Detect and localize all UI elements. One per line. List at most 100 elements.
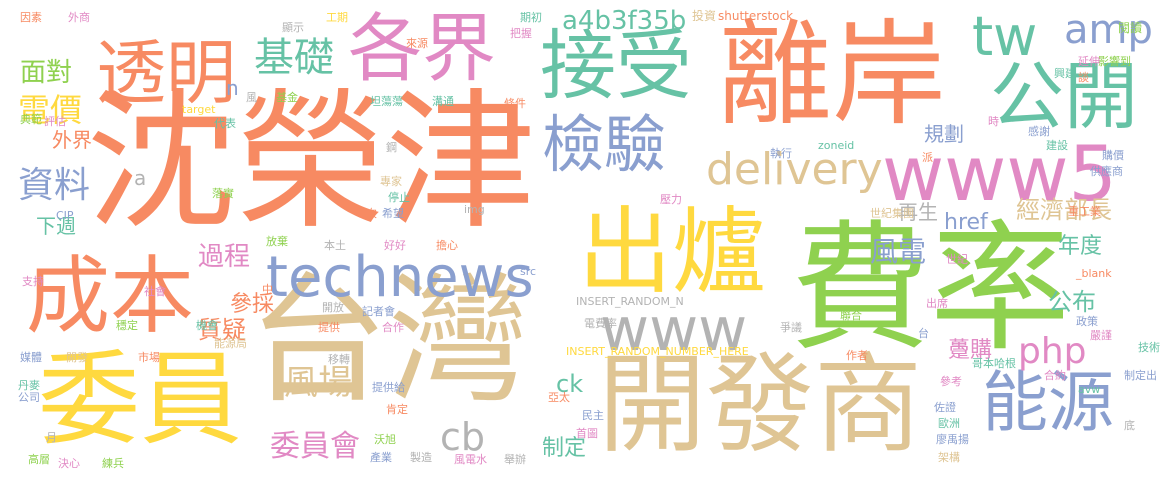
word-rate: 費率 bbox=[790, 208, 1071, 371]
word-joint: 聯合 bbox=[840, 309, 862, 322]
word-php: php bbox=[1018, 331, 1087, 372]
word-href: href bbox=[944, 210, 988, 235]
word-orsted: 沃旭 bbox=[374, 433, 396, 446]
word-src: src bbox=[520, 265, 537, 278]
word-year: 年度 bbox=[1058, 234, 1103, 259]
word-all-sectors: 各界 bbox=[348, 6, 496, 92]
word-transparent: 透明 bbox=[96, 32, 236, 114]
word-affect: 影響到 bbox=[1098, 55, 1131, 68]
word-fund: 基金 bbox=[276, 91, 298, 104]
word-a4b3f35b: a4b3f35b bbox=[562, 6, 687, 36]
word-expert: 專家 bbox=[380, 175, 402, 188]
word-adopt: 參採 bbox=[230, 292, 275, 317]
word-delivery: delivery bbox=[706, 144, 883, 195]
word-communicate: 溝通 bbox=[432, 95, 454, 108]
word-wind: 風 bbox=[246, 91, 257, 104]
word-copenhagen: 哥本哈根 bbox=[972, 357, 1016, 370]
word-dispatch: 派 bbox=[922, 151, 933, 164]
word-open: 開放 bbox=[322, 301, 344, 314]
word-training: 練兵 bbox=[102, 457, 124, 470]
word-support: 支持 bbox=[22, 275, 44, 288]
word-question: 質疑 bbox=[198, 316, 246, 344]
word-century-group: 世紀集團 bbox=[870, 207, 914, 220]
word-heavy-industry: 重工業 bbox=[1068, 205, 1101, 218]
word-tai: 台 bbox=[918, 327, 929, 340]
word-plan: 規劃 bbox=[924, 122, 964, 146]
word-outside: 外界 bbox=[52, 128, 92, 152]
word-next: 次 bbox=[366, 207, 377, 220]
word-header-image: 首圖 bbox=[576, 427, 598, 440]
word-cip: CIP bbox=[56, 209, 74, 222]
word-steel: 鋼 bbox=[386, 141, 397, 154]
word-wind-farm: 風場 bbox=[284, 363, 352, 403]
word-democracy: 民主 bbox=[582, 409, 604, 422]
word-cost: 成本 bbox=[26, 247, 195, 345]
word-purchase-price: 購價 bbox=[1102, 149, 1124, 162]
word-grasp: 把握 bbox=[510, 27, 532, 40]
word-shutterstock: shutterstock bbox=[718, 9, 794, 23]
word-accept: 接受 bbox=[540, 21, 692, 110]
word-shen-rong-jin: 沈榮津 bbox=[86, 76, 537, 250]
word-foundation: 基礎 bbox=[254, 35, 334, 81]
word-technews: technews bbox=[266, 245, 534, 310]
word-developer: 開發商 bbox=[598, 343, 923, 468]
word-a: a bbox=[134, 166, 147, 190]
word-time: 時 bbox=[988, 115, 999, 128]
word-century: 世紀 bbox=[946, 253, 968, 266]
word-renewable: 再生 bbox=[898, 200, 938, 224]
word-wind-water: 風電水 bbox=[454, 453, 487, 466]
word-bottom: 底 bbox=[1124, 419, 1135, 432]
word-avw: avw bbox=[1078, 383, 1101, 396]
word-evaluate: 評估 bbox=[44, 115, 66, 128]
word-properly: 好好 bbox=[384, 239, 406, 252]
word-rigorous: 嚴謹 bbox=[1090, 329, 1112, 342]
word-develop: 開發 bbox=[66, 351, 88, 364]
word-worry: 擔心 bbox=[436, 239, 458, 252]
word-asia-pacific: 亞太 bbox=[548, 391, 570, 404]
word-img: img bbox=[464, 203, 485, 216]
word-host: 舉辦 bbox=[504, 453, 526, 466]
word-public: 公開 bbox=[990, 54, 1138, 140]
word-inspection: 檢驗 bbox=[542, 108, 667, 181]
word-insert-random-number-here: INSERT_RANDOM_NUMBER_HERE bbox=[566, 345, 749, 358]
word-dispute: 爭議 bbox=[780, 321, 802, 334]
word-energy: 能源 bbox=[982, 364, 1114, 441]
word-foreign-firm: 外商 bbox=[68, 11, 90, 24]
word-announce: 公布 bbox=[1048, 288, 1096, 316]
word-construct: 建設 bbox=[1046, 139, 1068, 152]
word-society: 社會 bbox=[144, 285, 166, 298]
word-show: 顯示 bbox=[282, 21, 304, 34]
word-released: 出爐 bbox=[578, 198, 767, 307]
word-market: 市場 bbox=[138, 351, 160, 364]
word-frank: 坦蕩蕩 bbox=[370, 95, 403, 108]
word-formulate: 制定 bbox=[542, 436, 587, 461]
word-industry: 產業 bbox=[370, 451, 392, 464]
word-framework: 架構 bbox=[938, 451, 960, 464]
word-factor: 因素 bbox=[20, 11, 42, 24]
word-attend: 出席 bbox=[926, 297, 948, 310]
word-build: 興建 bbox=[1054, 67, 1076, 80]
word-talk: 談 bbox=[1078, 71, 1089, 84]
word-reference: 參考 bbox=[940, 375, 962, 388]
word-supplier: 供應商 bbox=[1090, 165, 1123, 178]
word-middle: 中 bbox=[262, 283, 273, 296]
word-invest: 投資 bbox=[692, 9, 717, 23]
word-ck: ck bbox=[556, 370, 584, 398]
word-next-week: 下週 bbox=[36, 214, 76, 238]
word-committee: 委員會 bbox=[270, 429, 360, 464]
word-amp: amp bbox=[1064, 7, 1153, 53]
word-give-up: 放棄 bbox=[266, 235, 288, 248]
word-evidence: 佐證 bbox=[934, 401, 956, 414]
word-thanks: 感謝 bbox=[1028, 125, 1050, 138]
word-cb: cb bbox=[440, 415, 486, 459]
word-zoneid: zoneid bbox=[818, 139, 855, 152]
word-media: 媒體 bbox=[20, 351, 42, 364]
word-determination: 決心 bbox=[58, 457, 80, 470]
word-target: target bbox=[182, 103, 216, 116]
word-technology: 技術 bbox=[1138, 341, 1160, 354]
word-taiwan: 台灣 bbox=[248, 260, 529, 423]
word-wind-power: 風電 bbox=[870, 235, 927, 268]
word-stop: 停止 bbox=[388, 191, 410, 204]
word-www5: www5 bbox=[882, 129, 1117, 218]
